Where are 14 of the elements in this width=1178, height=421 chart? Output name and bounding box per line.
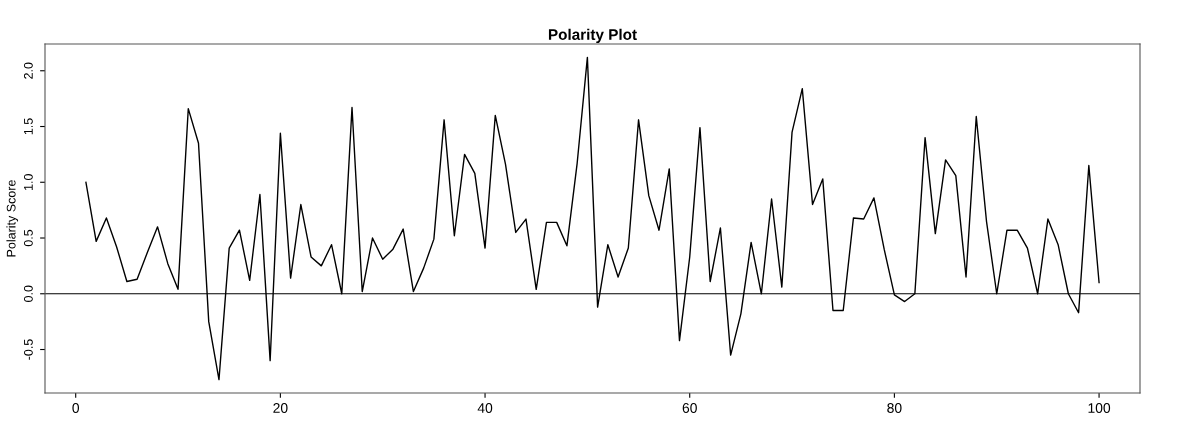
x-tick-label: 100 <box>1088 403 1111 413</box>
y-tick-label: 0.5 <box>23 229 33 247</box>
y-tick-label: 1.0 <box>23 174 33 190</box>
y-tick-label: 1.5 <box>24 118 33 135</box>
y-axis-title: Polarity Score <box>6 180 19 257</box>
y-tick-label: 2.0 <box>23 62 33 79</box>
y-tick-label: -0.5 <box>23 339 33 360</box>
x-tick-label: 80 <box>887 403 902 413</box>
chart-title: Polarity Plot <box>548 28 637 43</box>
y-tick-label: 0.0 <box>23 285 33 302</box>
x-tick-label: 20 <box>273 403 288 413</box>
x-tick-label: 60 <box>682 403 697 413</box>
x-tick-label: 0 <box>72 403 80 413</box>
x-tick-label: 40 <box>477 403 493 413</box>
